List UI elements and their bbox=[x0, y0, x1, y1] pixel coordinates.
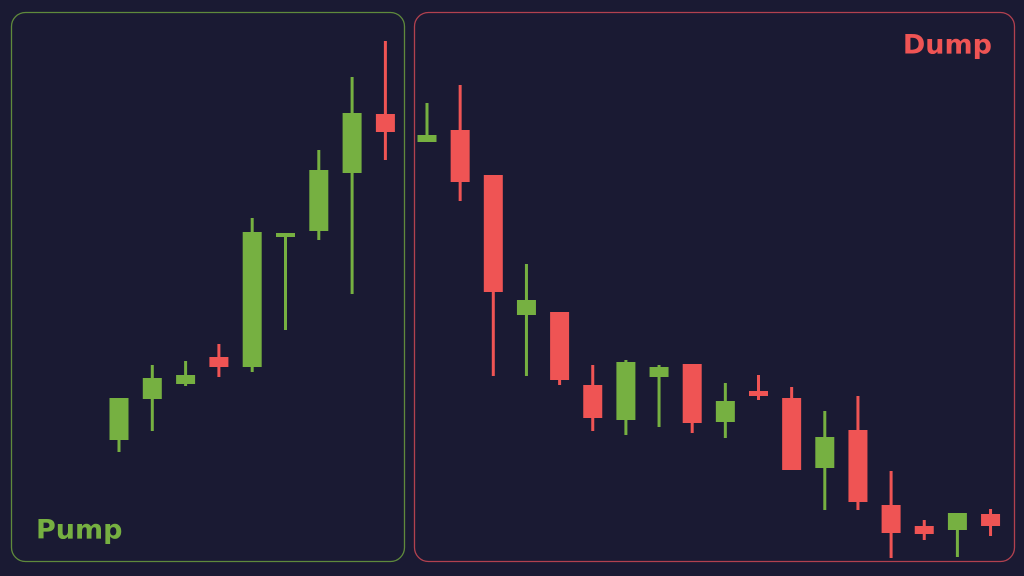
candle-body bbox=[782, 398, 802, 470]
panel-label: Dump bbox=[903, 30, 992, 61]
panel-label: Pump bbox=[36, 515, 122, 546]
candle-body bbox=[109, 398, 129, 440]
candle-body bbox=[749, 391, 768, 396]
candle-body bbox=[583, 385, 603, 418]
candle-body bbox=[616, 362, 636, 420]
candle-body bbox=[417, 135, 437, 142]
panel bbox=[413, 11, 1016, 563]
candle-body bbox=[815, 437, 835, 468]
candle-body bbox=[450, 130, 470, 182]
candle-body bbox=[649, 367, 669, 377]
candle-body bbox=[848, 430, 868, 502]
candle-body bbox=[981, 514, 1001, 526]
candle-body bbox=[483, 175, 503, 292]
candle-body bbox=[375, 114, 395, 132]
candle-body bbox=[881, 505, 901, 533]
candle-body bbox=[142, 378, 162, 399]
candle-body bbox=[682, 364, 702, 423]
candle-body bbox=[209, 357, 229, 367]
panel bbox=[10, 11, 406, 563]
candle-body bbox=[309, 170, 329, 231]
candle-body bbox=[947, 513, 967, 530]
candle-body bbox=[550, 312, 570, 380]
candle-body bbox=[914, 526, 934, 534]
candle-body bbox=[276, 233, 295, 237]
candle-body bbox=[516, 300, 536, 315]
candle-body bbox=[176, 375, 196, 384]
candle-body bbox=[242, 232, 262, 367]
candle-body bbox=[342, 113, 362, 173]
candle-body bbox=[715, 401, 735, 422]
